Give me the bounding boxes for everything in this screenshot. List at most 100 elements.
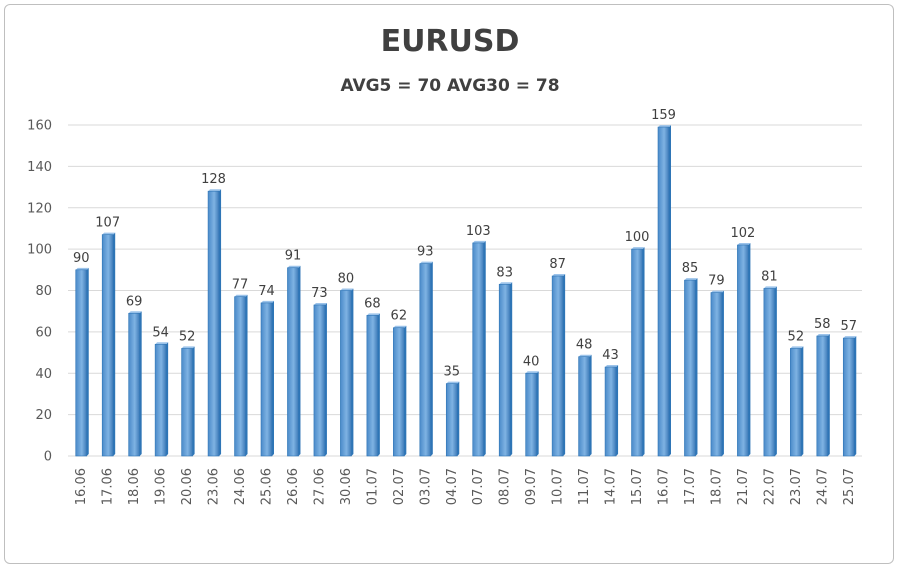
bar-side	[351, 288, 354, 456]
data-label: 58	[814, 317, 831, 332]
bar	[75, 267, 89, 457]
bar-body	[842, 337, 855, 457]
x-tick-label: 11.07	[577, 468, 592, 505]
bar-side	[774, 286, 777, 456]
y-tick-label: 160	[27, 119, 52, 134]
data-label: 43	[602, 348, 619, 363]
x-tick-label: 30.06	[339, 468, 354, 505]
chart-subtitle: AVG5 = 70 AVG30 = 78	[340, 76, 560, 96]
bar	[763, 286, 777, 457]
bar-body	[207, 190, 220, 457]
bar-body	[657, 126, 670, 457]
data-label: 57	[840, 319, 857, 334]
bar-body	[604, 366, 617, 457]
y-tick-label: 80	[35, 284, 52, 299]
data-label: 52	[179, 329, 196, 344]
data-label: 81	[761, 269, 778, 284]
data-label: 85	[682, 261, 699, 276]
data-label: 102	[730, 226, 755, 241]
bar	[445, 381, 460, 457]
bar	[578, 354, 592, 457]
bar-side	[113, 232, 116, 456]
bar-side	[827, 334, 830, 456]
bar-top	[75, 267, 89, 270]
bar-side	[642, 247, 645, 456]
bar-top	[472, 240, 486, 243]
bar	[393, 325, 407, 457]
bar	[154, 342, 169, 457]
y-tick-label: 40	[35, 367, 52, 382]
bar	[737, 242, 751, 457]
x-tick-label: 20.06	[180, 468, 195, 505]
bar	[340, 288, 354, 457]
x-tick-label: 19.06	[154, 468, 169, 505]
bar	[551, 274, 566, 457]
bar-side	[748, 242, 751, 456]
data-label: 35	[443, 365, 460, 380]
y-tick-label: 120	[27, 201, 52, 216]
bar-side	[86, 267, 89, 456]
bar	[684, 278, 698, 457]
bar-body	[472, 242, 485, 457]
bar-top	[684, 278, 698, 281]
bar-side	[801, 346, 804, 456]
bar-side	[377, 313, 380, 456]
x-tick-label: 17.06	[101, 468, 116, 505]
data-label: 74	[258, 284, 275, 299]
x-tick-label: 25.07	[842, 468, 857, 505]
x-tick-label: 21.07	[736, 468, 751, 505]
data-label: 77	[232, 278, 249, 293]
bar	[604, 365, 619, 457]
bar-top	[102, 232, 116, 235]
bar-body	[445, 383, 458, 457]
data-label: 93	[417, 245, 434, 260]
bar-side	[669, 125, 671, 456]
bar-side	[854, 336, 857, 456]
data-label: 80	[338, 272, 355, 287]
data-label: 62	[391, 309, 408, 324]
bar-body	[710, 292, 723, 457]
bar-top	[710, 290, 724, 293]
bar-body	[287, 267, 299, 457]
bar-top	[605, 365, 619, 368]
bar-top	[816, 334, 830, 337]
bar-body	[498, 283, 511, 457]
bar-top	[552, 274, 566, 277]
bar-side	[563, 274, 566, 456]
bar	[101, 232, 116, 457]
bar	[790, 346, 804, 457]
bar-body	[313, 304, 326, 457]
bar-side	[695, 278, 698, 456]
bar	[657, 125, 671, 457]
y-tick-label: 20	[35, 408, 52, 423]
x-tick-label: 01.07	[365, 468, 380, 505]
bar-body	[101, 234, 114, 457]
y-tick-label: 100	[27, 243, 52, 258]
bar-side	[589, 354, 592, 456]
bar-top	[446, 381, 460, 384]
x-tick-label: 02.07	[392, 468, 407, 505]
bar-top	[737, 242, 751, 245]
bar-body	[816, 335, 829, 457]
data-label: 69	[126, 294, 143, 309]
bar-body	[393, 327, 405, 457]
x-tick-label: 09.07	[524, 468, 539, 505]
x-tick-label: 24.07	[815, 468, 830, 505]
bar	[419, 261, 433, 457]
bar	[472, 240, 486, 457]
x-tick-label: 04.07	[445, 468, 460, 505]
bar	[842, 336, 857, 457]
bar-top	[763, 286, 777, 289]
bar-body	[525, 372, 537, 457]
bar-side	[139, 311, 142, 456]
bar-top	[313, 302, 327, 305]
bar	[498, 282, 513, 457]
bar-body	[551, 275, 564, 457]
bar-side	[272, 300, 274, 456]
bar-top	[393, 325, 407, 328]
x-tick-label: 18.06	[127, 468, 142, 505]
bar-side	[457, 381, 460, 456]
data-label: 79	[708, 274, 725, 289]
bar	[710, 290, 724, 457]
